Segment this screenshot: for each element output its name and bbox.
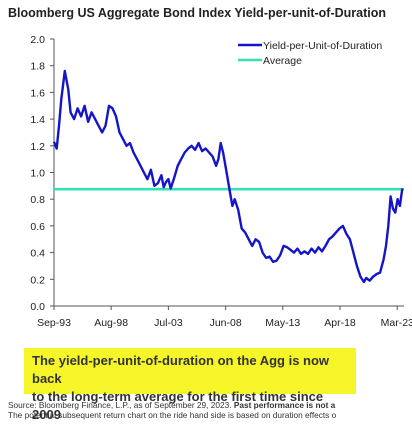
y-tick-label: 0.4 <box>30 248 45 260</box>
source-line-1: Source: Bloomberg Finance, L.P., as of S… <box>8 400 336 410</box>
chart-legend: Yield-per-Unit-of-Duration Average <box>238 40 382 67</box>
series-yield-line <box>52 69 404 284</box>
x-tick-label: May-13 <box>265 317 300 329</box>
series-layer <box>52 69 404 284</box>
chart-title: Bloomberg US Aggregate Bond Index Yield-… <box>8 6 387 20</box>
y-tick-label: 1.2 <box>30 141 45 153</box>
legend-label: Average <box>263 55 302 67</box>
legend-label: Yield-per-Unit-of-Duration <box>263 40 382 52</box>
x-tick-label: Aug-98 <box>94 317 128 329</box>
x-tick-label: Mar-23 <box>381 317 412 329</box>
x-tick-label: Apr-18 <box>324 317 356 329</box>
y-tick-label: 1.4 <box>30 114 45 126</box>
y-tick-label: 0.0 <box>30 301 45 313</box>
y-tick-label: 1.0 <box>30 168 45 180</box>
y-tick-label: 0.2 <box>30 274 45 286</box>
y-tick-label: 2.0 <box>30 34 45 46</box>
y-tick-label: 0.6 <box>30 221 45 233</box>
y-tick-label: 1.6 <box>30 87 45 99</box>
chart-axes <box>50 38 404 310</box>
source-text: Source: Bloomberg Finance, L.P., as of S… <box>8 400 234 410</box>
line-chart: 0.0 0.2 0.4 0.6 0.8 1.0 1.2 1.4 1.6 1.8 2.0 Sep-93… <box>30 34 412 329</box>
y-tick-label: 0.8 <box>30 194 45 206</box>
callout-line-2: to the long-term average for the first t… <box>32 389 324 422</box>
x-tick-labels: Sep-93 Aug-98 Jul-03 Jun-08 May-13 Apr-18 Mar-… <box>37 317 412 329</box>
source-line-2: The potential subsequent return chart on… <box>8 410 337 420</box>
x-tick-label: Jun-08 <box>210 317 242 329</box>
y-tick-labels: 0.0 0.2 0.4 0.6 0.8 1.0 1.2 1.4 1.6 1.8 2.0 <box>30 34 45 313</box>
callout-box: The yield-per-unit-of-duration on the Ag… <box>24 348 356 422</box>
callout-line-1: The yield-per-unit-of-duration on the Ag… <box>32 353 330 386</box>
x-tick-label: Sep-93 <box>37 317 71 329</box>
y-tick-label: 1.8 <box>30 61 45 73</box>
source-note: Source: Bloomberg Finance, L.P., as of S… <box>8 400 336 420</box>
disclaimer-text: Past performance is not a <box>233 400 336 410</box>
x-tick-label: Jul-03 <box>154 317 183 329</box>
